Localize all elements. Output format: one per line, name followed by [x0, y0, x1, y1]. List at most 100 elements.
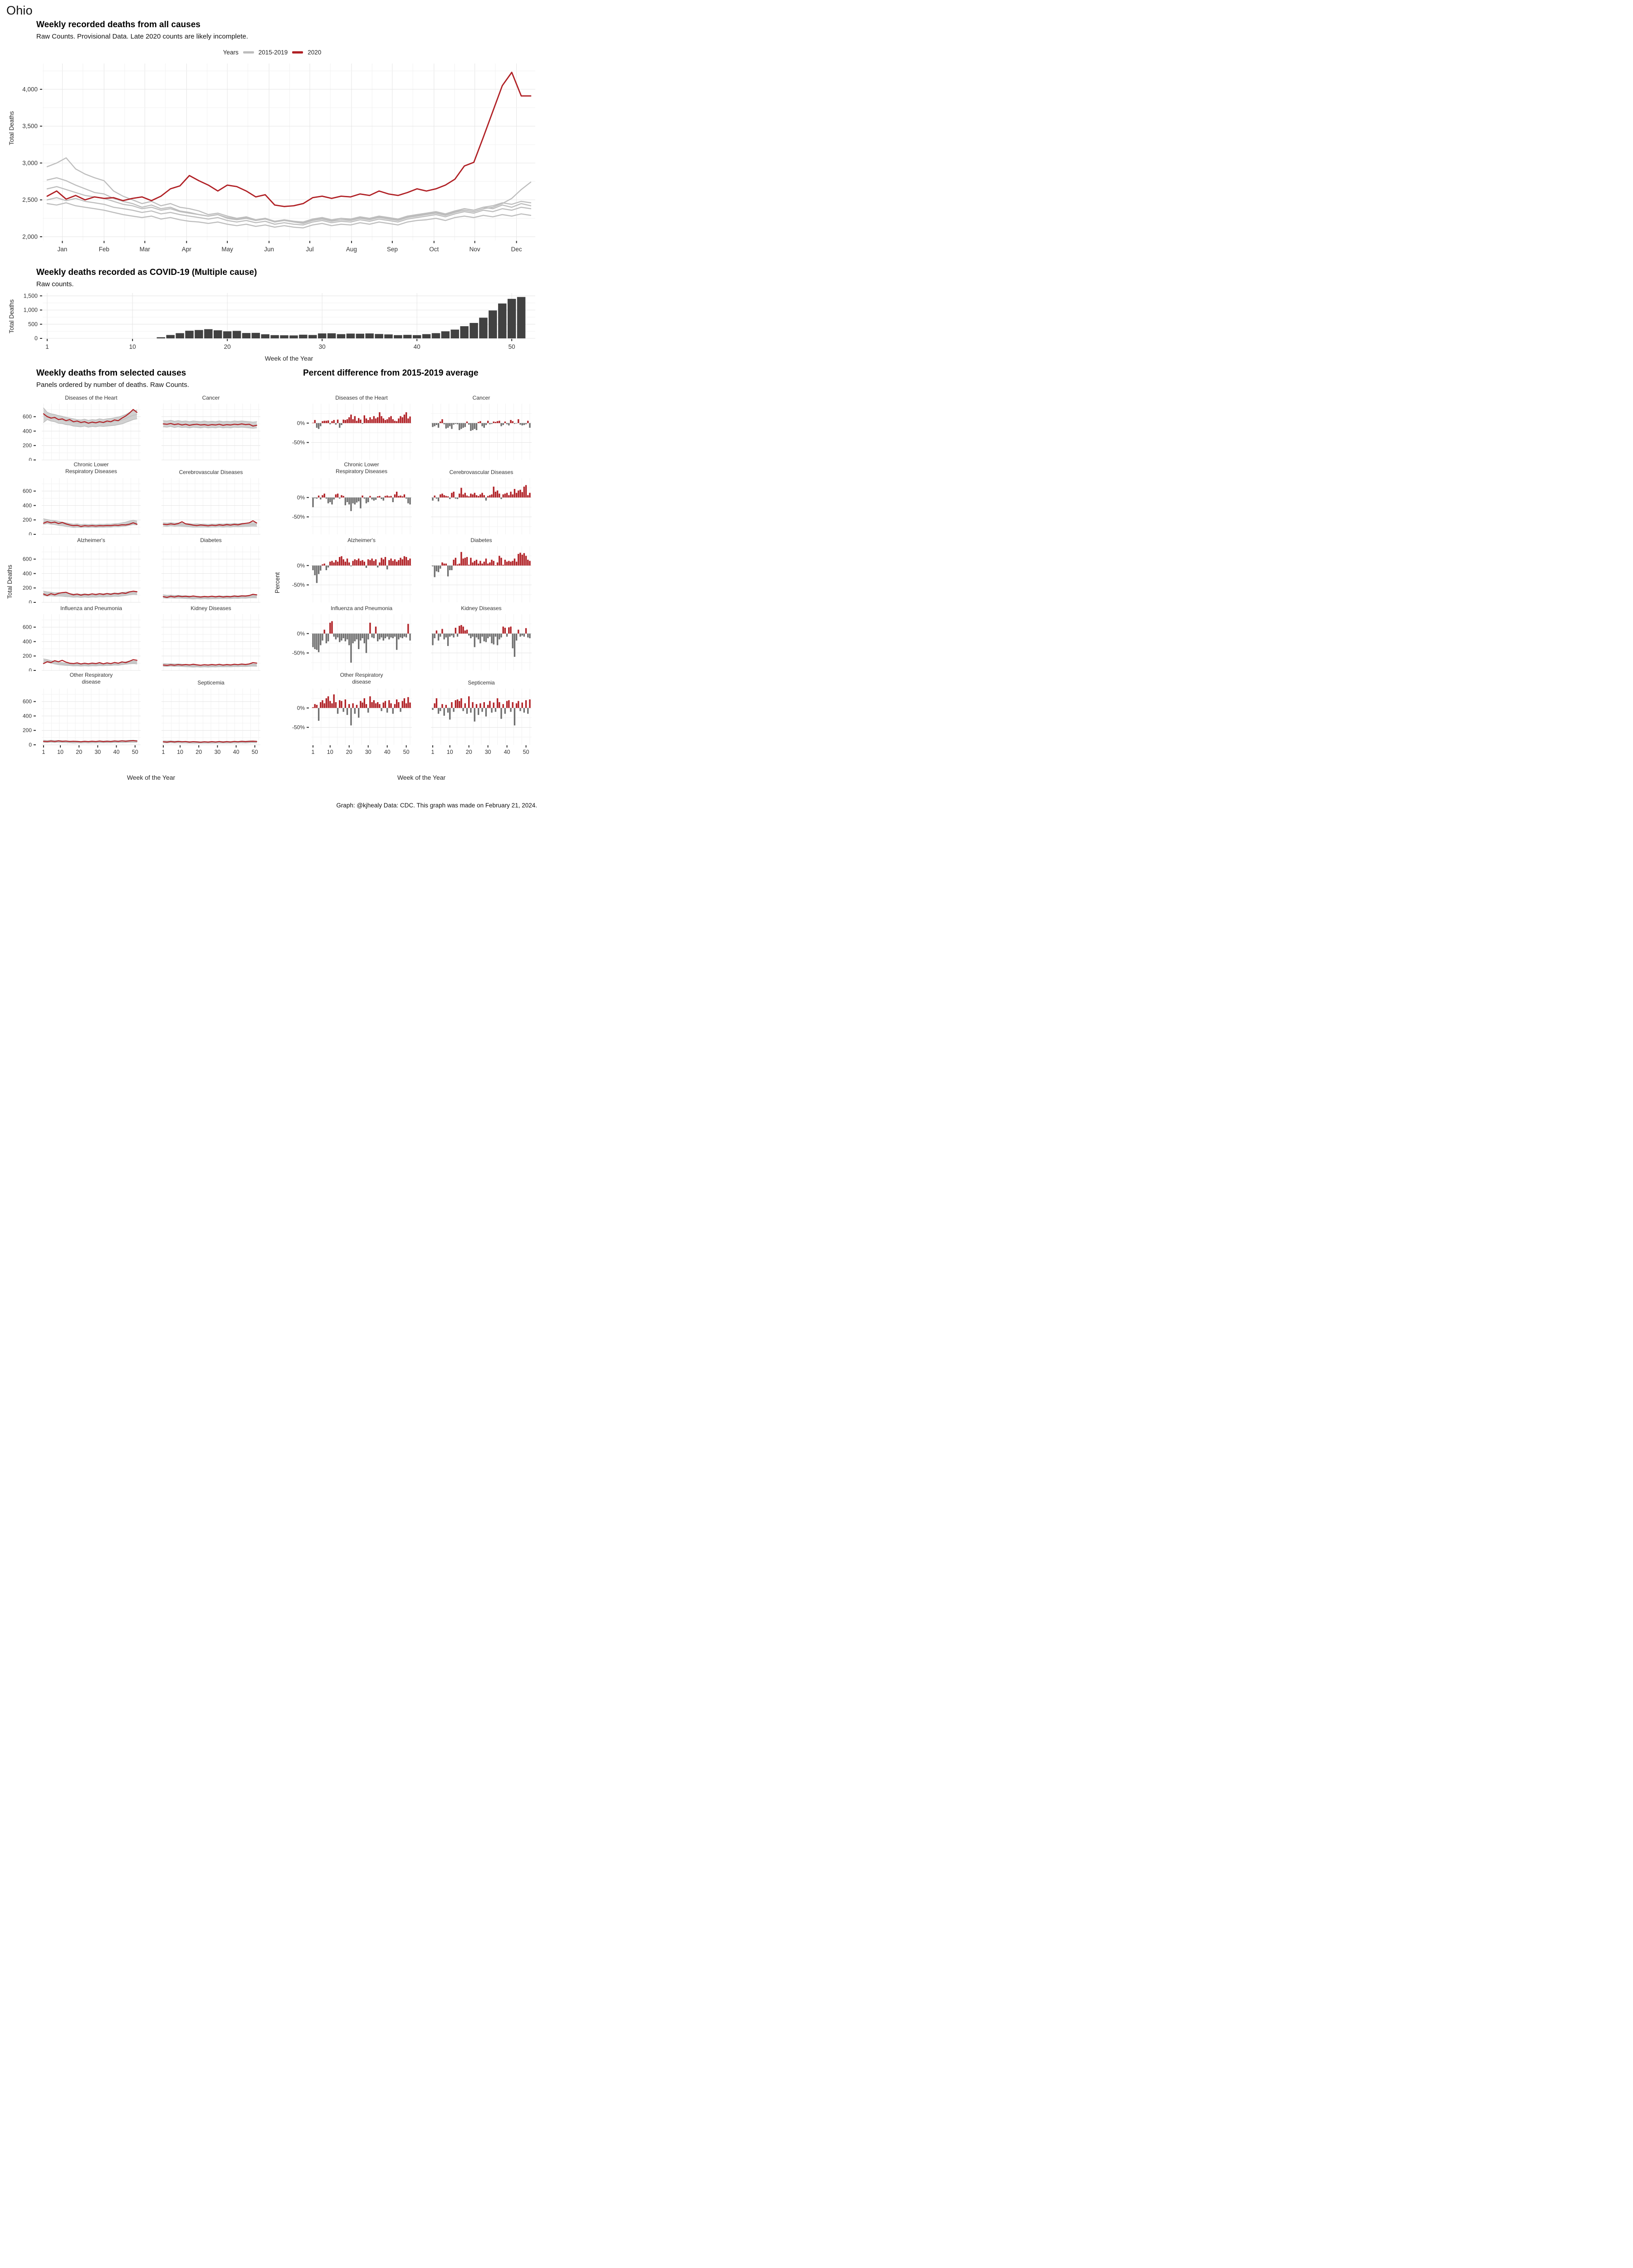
svg-text:Oct: Oct: [429, 246, 439, 253]
svg-text:Jun: Jun: [264, 246, 274, 253]
svg-text:200: 200: [23, 653, 32, 659]
svg-text:1: 1: [162, 749, 165, 755]
svg-text:disease: disease: [82, 679, 101, 685]
svg-text:Cancer: Cancer: [473, 395, 490, 401]
svg-text:10: 10: [57, 749, 64, 755]
svg-text:40: 40: [384, 749, 391, 755]
svg-text:30: 30: [485, 749, 491, 755]
svg-text:Diseases of the Heart: Diseases of the Heart: [335, 395, 388, 401]
svg-text:2,000: 2,000: [22, 233, 38, 240]
svg-text:20: 20: [346, 749, 352, 755]
counts-rows-row-3: Alzheimer's 0 200 400 600 Diabetes: [23, 537, 260, 603]
pct-section-title: Percent difference from 2015-2019 averag…: [303, 368, 479, 378]
svg-text:Kidney Diseases: Kidney Diseases: [461, 605, 501, 611]
legend-label-2015-2019: 2015-2019: [258, 49, 288, 56]
page: Ohio Weekly recorded deaths from all cau…: [0, 0, 544, 816]
svg-text:Chronic Lower: Chronic Lower: [73, 461, 108, 468]
pct-rows-row-1: Diseases of the Heart 0% -50% Cancer: [292, 395, 532, 460]
svg-text:1: 1: [42, 749, 45, 755]
svg-text:Septicemia: Septicemia: [468, 679, 495, 686]
svg-text:0: 0: [29, 742, 32, 748]
svg-text:May: May: [221, 246, 233, 253]
svg-text:1: 1: [312, 749, 315, 755]
pct-rows-row-3: Alzheimer's 0% -50% Diabetes: [292, 537, 532, 602]
svg-text:600: 600: [23, 624, 32, 631]
svg-text:500: 500: [28, 321, 38, 327]
pct-xlabel: Week of the Year: [397, 774, 446, 781]
counts-rows-row-4: Influenza and Pneumonia 0 200 400 600 Kidney …: [23, 605, 260, 671]
svg-text:0%: 0%: [297, 631, 305, 637]
covid-title: Weekly deaths recorded as COVID-19 (Mult…: [36, 268, 257, 277]
svg-text:10: 10: [177, 749, 183, 755]
svg-text:-50%: -50%: [292, 440, 305, 446]
all-causes-subtitle: Raw Counts. Provisional Data. Late 2020 …: [36, 33, 248, 40]
svg-text:30: 30: [94, 749, 101, 755]
svg-text:200: 200: [23, 442, 32, 449]
covid-xlabel: Week of the Year: [264, 355, 313, 362]
svg-text:0: 0: [29, 599, 32, 603]
svg-text:Septicemia: Septicemia: [197, 679, 225, 686]
svg-text:400: 400: [23, 428, 32, 434]
counts-rows-row-1: Diseases of the Heart 0 200 400 600 Cancer: [23, 395, 260, 461]
legend-label-2020: 2020: [308, 49, 322, 56]
svg-text:400: 400: [23, 713, 32, 719]
svg-text:Influenza and Pneumonia: Influenza and Pneumonia: [331, 605, 392, 611]
svg-text:Apr: Apr: [182, 246, 192, 253]
svg-text:50: 50: [403, 749, 410, 755]
svg-text:Dec: Dec: [511, 246, 522, 253]
svg-text:Cerebrovascular Diseases: Cerebrovascular Diseases: [179, 469, 243, 475]
svg-text:4,000: 4,000: [22, 86, 38, 93]
svg-text:1,500: 1,500: [24, 293, 38, 299]
svg-text:0: 0: [34, 335, 38, 342]
svg-text:40: 40: [504, 749, 510, 755]
svg-text:Diabetes: Diabetes: [470, 537, 492, 543]
svg-text:200: 200: [23, 727, 32, 733]
svg-text:20: 20: [466, 749, 472, 755]
pct-rows-row-4: Influenza and Pneumonia 0% -50% Kidney Dise…: [292, 605, 532, 670]
svg-text:50: 50: [508, 343, 515, 350]
years-legend: Years 2015-2019 2020: [0, 49, 544, 56]
svg-text:400: 400: [23, 570, 32, 577]
covid-subtitle: Raw counts.: [36, 280, 74, 288]
svg-text:Cancer: Cancer: [202, 395, 220, 401]
svg-text:50: 50: [252, 749, 258, 755]
svg-text:3,000: 3,000: [22, 160, 38, 166]
svg-text:200: 200: [23, 517, 32, 523]
svg-text:Other Respiratory: Other Respiratory: [340, 672, 383, 678]
svg-text:Mar: Mar: [140, 246, 151, 253]
svg-text:Aug: Aug: [346, 246, 357, 253]
svg-text:400: 400: [23, 638, 32, 645]
svg-text:2,500: 2,500: [22, 196, 38, 203]
counts-xlabel: Week of the Year: [127, 774, 176, 781]
svg-text:200: 200: [23, 585, 32, 591]
svg-text:-50%: -50%: [292, 582, 305, 588]
counts-panels: Diseases of the Heart 0 200 400 600 Cancer Chr…: [18, 393, 267, 757]
svg-text:600: 600: [23, 414, 32, 420]
svg-text:Influenza and Pneumonia: Influenza and Pneumonia: [60, 605, 122, 611]
all-causes-title: Weekly recorded deaths from all causes: [36, 20, 200, 29]
svg-text:10: 10: [447, 749, 453, 755]
svg-text:0%: 0%: [297, 494, 305, 501]
svg-text:0: 0: [29, 457, 32, 461]
svg-text:Alzheimer's: Alzheimer's: [77, 537, 105, 543]
svg-text:Sep: Sep: [387, 246, 398, 253]
svg-text:Diabetes: Diabetes: [200, 537, 221, 543]
svg-text:Feb: Feb: [99, 246, 109, 253]
svg-text:0: 0: [29, 531, 32, 535]
svg-text:Nov: Nov: [469, 246, 480, 253]
svg-text:-50%: -50%: [292, 724, 305, 731]
pct-ylabel: Percent: [274, 572, 281, 593]
svg-text:30: 30: [365, 749, 372, 755]
svg-text:50: 50: [132, 749, 138, 755]
svg-text:Other Respiratory: Other Respiratory: [70, 672, 113, 678]
svg-text:20: 20: [224, 343, 231, 350]
svg-text:-50%: -50%: [292, 514, 305, 520]
legend-title: Years: [223, 49, 239, 56]
svg-text:10: 10: [327, 749, 333, 755]
svg-text:-50%: -50%: [292, 650, 305, 656]
svg-text:1: 1: [45, 343, 49, 350]
svg-text:30: 30: [214, 749, 220, 755]
svg-text:40: 40: [233, 749, 240, 755]
svg-text:1: 1: [431, 749, 435, 755]
